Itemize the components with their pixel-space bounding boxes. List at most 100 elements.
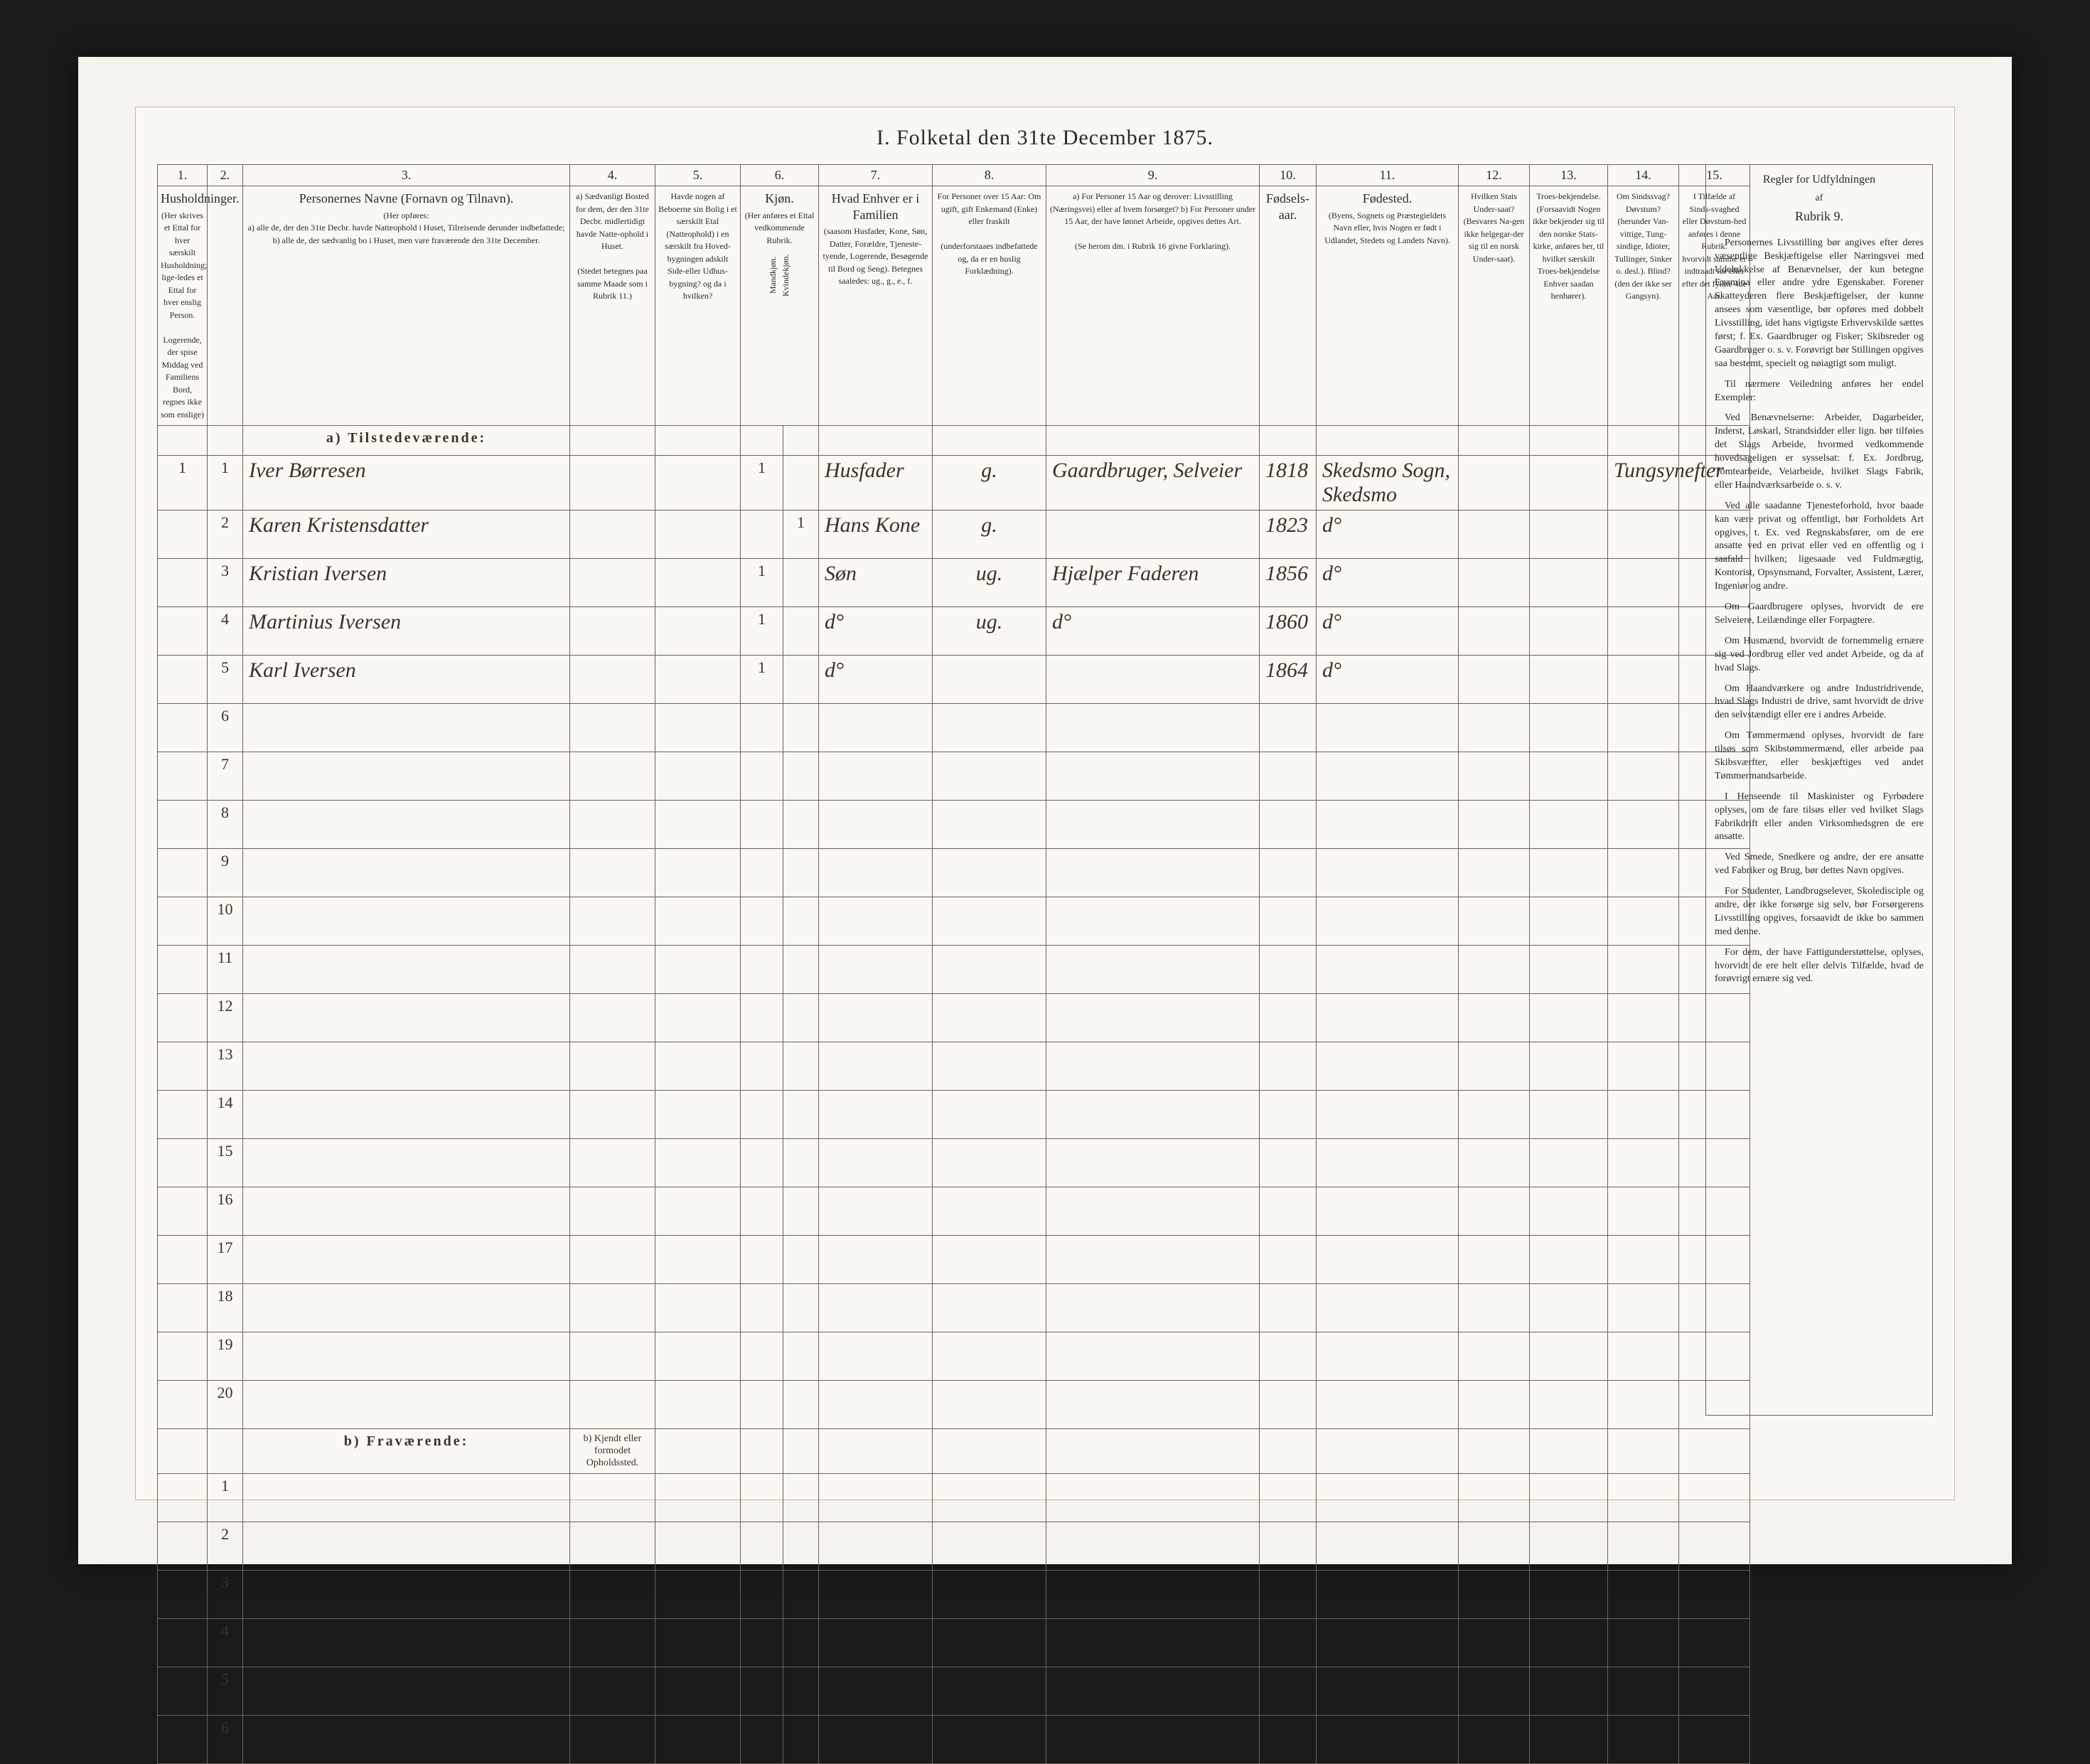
cell (570, 656, 655, 704)
cell (158, 1139, 208, 1187)
cell (1317, 1332, 1459, 1381)
cell (1530, 897, 1608, 946)
cell (783, 1522, 819, 1571)
table-row: 2 (158, 1522, 1750, 1571)
cell (819, 752, 933, 801)
colnum: 3. (243, 165, 570, 186)
col-header: Husholdninger.(Her skrives et Ettal for … (158, 186, 208, 426)
cell (1317, 1716, 1459, 1764)
table-row: 6 (158, 1716, 1750, 1764)
cell (783, 1619, 819, 1667)
cell (158, 511, 208, 559)
cell (741, 801, 783, 849)
cell (783, 1091, 819, 1139)
cell (158, 1381, 208, 1429)
cell (783, 946, 819, 994)
cell (783, 849, 819, 897)
cell (655, 994, 741, 1042)
rules-para: Ved Benævnelserne: Arbeider, Dagarbeider… (1715, 412, 1924, 492)
table-row: 3Kristian Iversen1Sønug.Hjælper Faderen1… (158, 559, 1750, 607)
cell (1260, 1429, 1317, 1474)
cell (783, 1381, 819, 1429)
cell (570, 559, 655, 607)
cell (933, 1042, 1046, 1091)
cell: 1 (783, 511, 819, 559)
cell (655, 946, 741, 994)
cell (1260, 1236, 1317, 1284)
cell (208, 426, 243, 456)
cell (243, 1236, 570, 1284)
cell (1317, 752, 1459, 801)
cell (158, 1187, 208, 1236)
cell (783, 456, 819, 511)
cell: d° (1317, 559, 1459, 607)
cell: 15 (208, 1139, 243, 1187)
cell (1317, 897, 1459, 946)
cell (933, 1522, 1046, 1571)
cell (1046, 1667, 1260, 1716)
cell (655, 1522, 741, 1571)
cell (243, 1139, 570, 1187)
cell (741, 1091, 783, 1139)
cell (158, 559, 208, 607)
cell (570, 1236, 655, 1284)
cell (1317, 1284, 1459, 1332)
table-row: 19 (158, 1332, 1750, 1381)
cell (243, 1187, 570, 1236)
cell (1317, 1091, 1459, 1139)
cell (158, 897, 208, 946)
cell (1046, 1042, 1260, 1091)
cell (783, 1332, 819, 1381)
cell (819, 1332, 933, 1381)
cell (933, 1619, 1046, 1667)
cell (570, 511, 655, 559)
cell (1530, 1236, 1608, 1284)
cell (1530, 1522, 1608, 1571)
table-row: 11 (158, 946, 1750, 994)
cell (741, 1571, 783, 1619)
colnum: 1. (158, 165, 208, 186)
cell (655, 1571, 741, 1619)
colnum: 2. (208, 165, 243, 186)
cell (1260, 426, 1317, 456)
cell (243, 1284, 570, 1332)
cell: Kristian Iversen (243, 559, 570, 607)
table-row: 5Karl Iversen1d°1864d° (158, 656, 1750, 704)
cell (1260, 946, 1317, 994)
cell (1260, 1091, 1317, 1139)
section-b-col4: b) Kjendt eller formodet Opholdssted. (570, 1429, 655, 1474)
cell (655, 897, 741, 946)
cell (158, 1429, 208, 1474)
cell: 14 (208, 1091, 243, 1139)
cell (1608, 1284, 1679, 1332)
cell (1260, 849, 1317, 897)
cell (933, 1716, 1046, 1764)
cell (783, 1236, 819, 1284)
cell (208, 1429, 243, 1474)
cell (741, 946, 783, 994)
cell (783, 607, 819, 656)
cell (783, 559, 819, 607)
cell (1317, 1236, 1459, 1284)
rules-heading: Regler for Udfyldningen (1715, 172, 1924, 188)
cell (819, 1474, 933, 1522)
cell (1260, 752, 1317, 801)
cell (1459, 849, 1530, 897)
cell (1459, 1236, 1530, 1284)
cell (741, 1381, 783, 1429)
cell (570, 1619, 655, 1667)
cell (783, 1187, 819, 1236)
cell: 1 (741, 607, 783, 656)
cell (570, 1522, 655, 1571)
cell (1530, 1571, 1608, 1619)
table-row: 8 (158, 801, 1750, 849)
cell (158, 607, 208, 656)
cell (933, 704, 1046, 752)
cell: 13 (208, 1042, 243, 1091)
cell: Skedsmo Sogn, Skedsmo (1317, 456, 1459, 511)
cell (655, 1236, 741, 1284)
cell (1260, 1522, 1317, 1571)
cell (158, 849, 208, 897)
cell (1459, 1571, 1530, 1619)
cell (243, 801, 570, 849)
